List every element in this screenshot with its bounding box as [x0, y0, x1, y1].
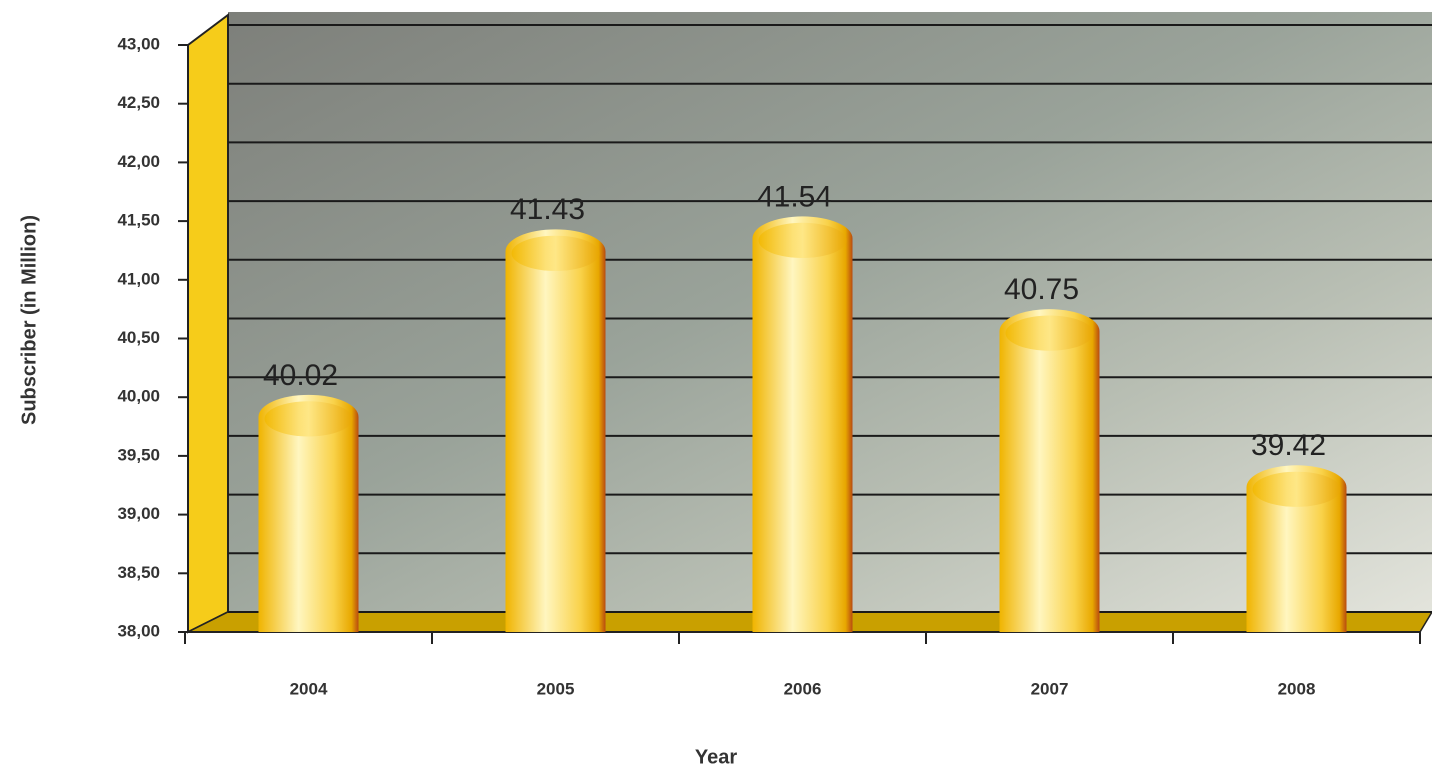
y-tick-label: 38,50	[117, 563, 160, 582]
y-tick-label: 39,00	[117, 504, 160, 523]
x-tick-label: 2007	[1031, 679, 1069, 698]
bar	[752, 216, 853, 633]
y-tick-label: 41,00	[117, 269, 160, 288]
bar-cap	[511, 235, 600, 271]
bar	[1246, 465, 1347, 632]
x-axis-title: Year	[695, 746, 737, 768]
bar	[505, 229, 606, 633]
y-tick-label: 39,50	[117, 445, 160, 464]
y-tick-label: 40,00	[117, 387, 160, 406]
x-tick-label: 2008	[1278, 679, 1316, 698]
bar	[258, 394, 359, 632]
value-label: 39.42	[1251, 429, 1326, 462]
y-tick-label: 42,50	[117, 93, 160, 112]
y-axis-title: Subscriber (in Million)	[18, 215, 40, 425]
y-tick-label: 42,00	[117, 152, 160, 171]
x-tick-label: 2005	[537, 679, 575, 698]
x-tick-label: 2006	[784, 679, 822, 698]
side-wall	[187, 13, 229, 634]
value-label: 40.75	[1004, 273, 1079, 306]
bar-cap	[758, 222, 847, 259]
bar-cap	[264, 401, 353, 437]
y-tick-label: 43,00	[117, 34, 160, 53]
y-tick-label: 40,50	[117, 328, 160, 347]
value-label: 41.43	[510, 193, 585, 226]
y-tick-label: 41,50	[117, 211, 160, 230]
bar-cap	[1005, 315, 1094, 351]
y-tick-label: 38,00	[117, 621, 160, 640]
x-tick-label: 2004	[290, 679, 328, 698]
value-label: 41.54	[757, 180, 832, 213]
bar-cap	[1252, 471, 1341, 507]
bar	[999, 309, 1100, 632]
value-label: 40.02	[263, 359, 338, 392]
